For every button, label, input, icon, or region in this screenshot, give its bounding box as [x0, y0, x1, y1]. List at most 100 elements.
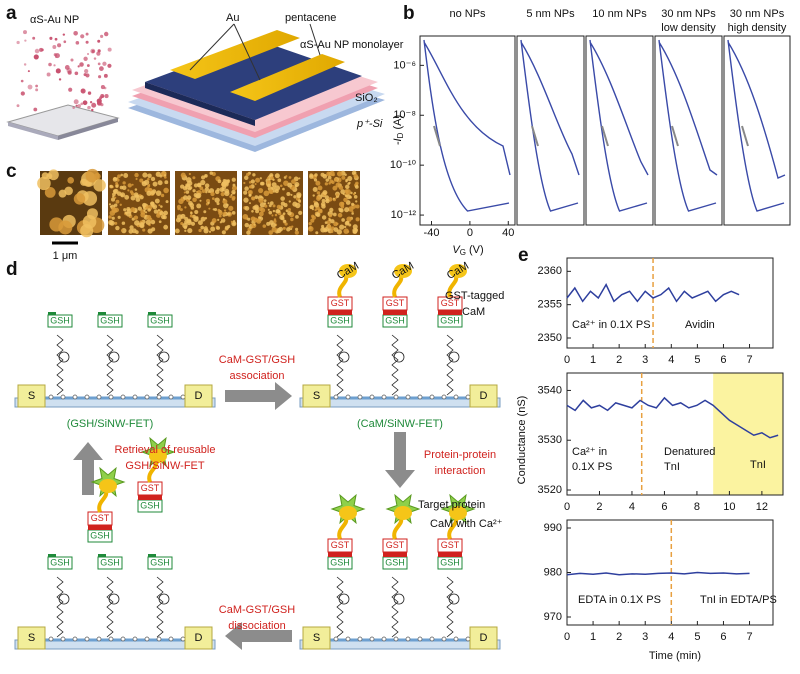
- nanoparticle: [83, 56, 88, 61]
- afm-grain: [221, 230, 226, 235]
- afm-grain: [311, 215, 316, 220]
- afm-grain: [263, 190, 270, 197]
- afm-grain: [280, 196, 285, 201]
- nanoparticle: [79, 62, 84, 67]
- afm-grain: [123, 208, 127, 212]
- x-tick-label: 3: [642, 631, 648, 643]
- surface-site: [120, 394, 126, 400]
- afm-grain: [139, 221, 145, 228]
- afm-grain: [139, 195, 144, 200]
- x-tick-label: 7: [746, 631, 752, 643]
- afm-grain: [186, 195, 192, 200]
- linker: [106, 334, 114, 396]
- afm-grain: [336, 171, 343, 177]
- afm-grain: [268, 204, 272, 208]
- y-axis-label-part: -I: [392, 138, 404, 145]
- afm-grain: [298, 177, 301, 180]
- surface-site: [381, 636, 387, 642]
- annotation: Avidin: [685, 319, 715, 331]
- afm-grain: [333, 221, 338, 227]
- afm-grain: [263, 199, 267, 203]
- nanoparticle: [96, 98, 102, 104]
- afm-grain: [282, 212, 286, 215]
- afm-grain: [146, 190, 152, 196]
- afm-grain: [256, 218, 262, 224]
- afm-grain: [258, 197, 264, 204]
- nanoparticle: [62, 33, 66, 36]
- annotation: CaM with Ca²⁺: [430, 518, 503, 530]
- gst-bar: [138, 495, 162, 500]
- afm-grain: [152, 181, 158, 187]
- electrode: [469, 626, 498, 650]
- afm-grain: [274, 185, 281, 191]
- surface-site: [120, 636, 126, 642]
- nanoparticle: [33, 54, 39, 60]
- afm-grain: [282, 226, 286, 230]
- gst-label: GST: [441, 540, 460, 550]
- sweep-arrow: [671, 125, 679, 147]
- afm-grain: [283, 180, 289, 186]
- afm-grain: [139, 178, 144, 183]
- afm-grain: [143, 209, 146, 212]
- afm-grain: [184, 216, 189, 221]
- nanoparticle: [102, 61, 107, 66]
- nanoparticle: [84, 69, 89, 74]
- afm-grain: [208, 207, 211, 210]
- pentacene-label: pentacene: [285, 12, 336, 24]
- afm-grain: [199, 186, 204, 191]
- electrode-label: S: [28, 632, 35, 644]
- afm-grain: [115, 199, 120, 204]
- afm-grain: [251, 196, 255, 201]
- x-tick-label: 0: [564, 354, 570, 366]
- gsh-label: GSH: [100, 315, 120, 325]
- sio2-label: SiO₂: [355, 92, 378, 104]
- afm-grain: [317, 185, 323, 191]
- afm-grain: [212, 208, 215, 211]
- afm-grain: [285, 175, 288, 178]
- afm-grain: [182, 195, 188, 200]
- x-tick-label: 7: [746, 354, 752, 366]
- afm-grain: [259, 202, 266, 208]
- annotation: Ca²⁺ in: [572, 446, 607, 458]
- gsh-label: GSH: [385, 557, 405, 567]
- surface-site: [393, 394, 399, 400]
- gsh-tab: [48, 312, 56, 315]
- afm-grain: [227, 212, 231, 216]
- step-label: CaM-GST/GSH: [219, 354, 295, 366]
- afm-grain: [316, 196, 321, 201]
- panel-label: a: [6, 3, 17, 24]
- afm-grain: [109, 184, 114, 189]
- afm-grain: [111, 197, 116, 202]
- afm-grain: [142, 202, 147, 208]
- transfer-curve: [520, 39, 580, 212]
- surface-site: [108, 394, 114, 400]
- afm-grain: [207, 201, 210, 205]
- linker: [56, 576, 64, 638]
- nanoparticle: [75, 104, 78, 107]
- step-label: association: [229, 370, 284, 382]
- annotation: TnI in EDTA/PS: [700, 594, 777, 606]
- afm-grain: [158, 220, 162, 224]
- linker-ring: [338, 593, 350, 605]
- afm-grain: [283, 203, 288, 208]
- nanoparticle: [91, 102, 97, 108]
- sweep-arrow: [741, 125, 749, 147]
- afm-grain: [243, 190, 248, 195]
- afm-grain: [201, 189, 206, 193]
- nanoparticle: [57, 43, 62, 48]
- electrode-label: D: [195, 390, 203, 402]
- gsh-label: GSH: [50, 557, 70, 567]
- linker: [336, 334, 344, 396]
- afm-grain: [254, 206, 259, 211]
- afm-grain: [130, 195, 136, 201]
- electrode: [184, 626, 213, 650]
- afm-grain: [210, 191, 215, 197]
- afm-grain: [121, 229, 124, 232]
- afm-grain: [127, 189, 130, 192]
- process-arrows: [73, 382, 415, 650]
- afm-grain: [246, 230, 251, 235]
- transfer-plot-frame: [723, 35, 791, 226]
- nanoparticle: [68, 87, 73, 92]
- afm-grain: [355, 217, 360, 222]
- annotation: TnI: [750, 459, 766, 471]
